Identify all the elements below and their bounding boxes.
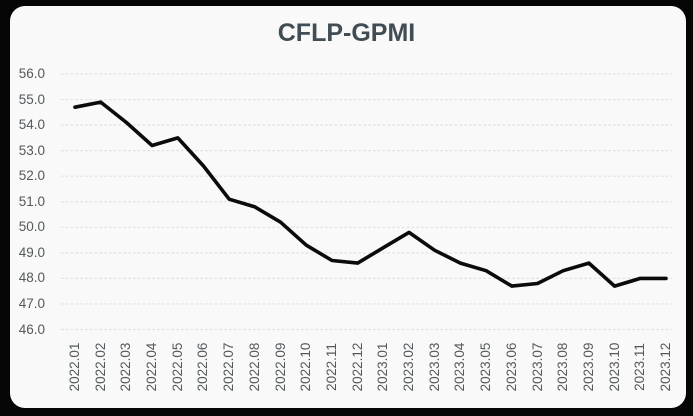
y-axis-tick-label: 50.0	[18, 219, 45, 235]
x-axis-tick-label: 2023.09	[580, 342, 596, 392]
x-axis-tick-label: 2023.10	[606, 342, 622, 392]
x-axis-tick-label: 2022.02	[92, 342, 108, 392]
y-axis-tick-label: 51.0	[18, 193, 45, 209]
x-axis-tick-label: 2022.10	[298, 342, 314, 392]
y-axis-tick-label: 53.0	[18, 142, 45, 158]
x-axis-tick-label: 2022.04	[144, 342, 160, 392]
y-axis-tick-label: 48.0	[18, 270, 45, 286]
x-axis-tick-label: 2023.04	[452, 342, 468, 392]
x-axis-tick-label: 2022.08	[246, 342, 262, 392]
x-axis-tick-label: 2022.11	[323, 343, 339, 391]
x-axis-tick-label: 2022.09	[272, 342, 288, 392]
y-axis-tick-label: 55.0	[18, 91, 45, 107]
x-axis-tick-label: 2022.05	[169, 342, 185, 392]
x-axis-tick-label: 2023.11	[632, 343, 648, 391]
x-axis-tick-label: 2023.01	[375, 342, 391, 392]
y-axis-tick-label: 56.0	[18, 66, 45, 81]
x-axis-tick-label: 2023.03	[426, 342, 442, 392]
x-axis-tick-label: 2023.05	[478, 342, 494, 392]
x-axis-tick-label: 2022.06	[195, 342, 211, 392]
x-axis-tick-label: 2022.01	[67, 342, 82, 392]
x-axis-tick-label: 2023.02	[401, 342, 417, 392]
y-axis-tick-label: 46.0	[18, 321, 45, 337]
x-axis-tick-label: 2023.06	[503, 342, 519, 392]
x-axis-tick-label: 2022.12	[349, 342, 365, 392]
y-axis-tick-label: 47.0	[18, 295, 45, 311]
x-axis-tick-label: 2022.03	[118, 342, 134, 392]
y-axis-tick-label: 52.0	[18, 168, 45, 184]
x-axis-tick-label: 2022.07	[221, 342, 237, 392]
x-axis-tick-label: 2023.08	[555, 342, 571, 392]
y-axis-tick-label: 49.0	[18, 244, 45, 260]
chart-title: CFLP-GPMI	[277, 19, 416, 47]
x-axis-tick-label: 2023.12	[658, 342, 673, 392]
x-axis-tick-label: 2023.07	[529, 342, 545, 392]
y-axis-tick-label: 54.0	[18, 117, 45, 133]
